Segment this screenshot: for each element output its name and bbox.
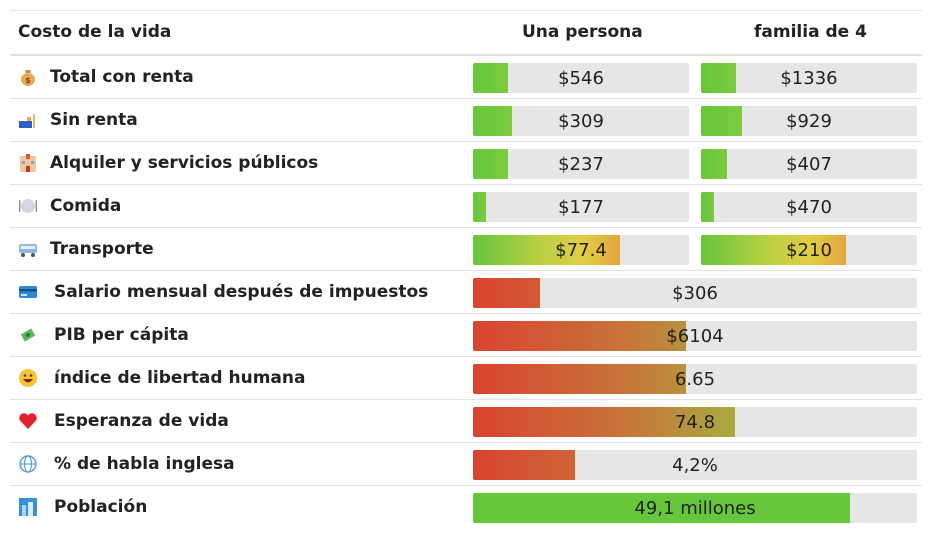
row-label: Esperanza de vida (18, 411, 229, 431)
family-bar-value: $929 (786, 111, 832, 132)
stat-bar-fill (473, 278, 540, 308)
table-row: Transporte $77.4 $210 (10, 228, 922, 271)
family-bar-value: $470 (786, 197, 832, 218)
table-row: Alquiler y servicios públicos $237 $407 (10, 142, 922, 185)
row-label-text: Salario mensual después de impuestos (54, 282, 429, 302)
single-bar-value: $177 (558, 197, 604, 218)
table-row: índice de libertad humana 6.65 (10, 357, 922, 400)
row-label-text: Total con renta (50, 67, 194, 87)
family-bar: $929 (701, 106, 917, 136)
table-row: PIB per cápita $6104 (10, 314, 922, 357)
table-row: $ Total con renta $546 $1336 (10, 56, 922, 99)
row-label-text: Comida (50, 196, 122, 216)
stat-bar-fill (473, 493, 851, 523)
single-bar-value: $237 (558, 154, 604, 175)
svg-text:$: $ (25, 76, 31, 85)
money-wings-icon (18, 325, 38, 345)
stat-bar-value: 74.8 (674, 412, 716, 433)
stat-bar-fill (473, 450, 576, 480)
stat-bar-fill (473, 407, 735, 437)
row-label-text: Sin renta (50, 110, 138, 130)
city-icon (18, 497, 38, 517)
row-label-text: Población (54, 497, 148, 517)
family-bar: $470 (701, 192, 917, 222)
single-bar: $177 (473, 192, 689, 222)
stat-bar: 4,2% (473, 450, 917, 480)
row-label: PIB per cápita (18, 325, 189, 345)
table-row: Esperanza de vida 74.8 (10, 400, 922, 443)
single-bar: $309 (473, 106, 689, 136)
globe-icon (18, 454, 38, 474)
single-bar: $77.4 (473, 235, 689, 265)
family-bar-value: $407 (786, 154, 832, 175)
family-bar: $1336 (701, 63, 917, 93)
stat-bar-fill (473, 364, 687, 394)
cost-of-living-table: Costo de la vida Una persona familia de … (10, 10, 922, 528)
row-label-text: Alquiler y servicios públicos (50, 153, 319, 173)
stat-bar: $6104 (473, 321, 917, 351)
header-title: Costo de la vida (18, 22, 172, 42)
header-family: familia de 4 (754, 22, 867, 42)
family-bar-fill (701, 192, 714, 222)
row-label: Comida (18, 196, 121, 216)
grinning-face-icon (18, 368, 38, 388)
stat-bar-value: $306 (672, 283, 718, 304)
row-label-text: PIB per cápita (54, 325, 189, 345)
table-header: Costo de la vida Una persona familia de … (10, 10, 922, 56)
family-bar-fill (701, 235, 846, 265)
family-bar-fill (701, 63, 736, 93)
single-bar-value: $309 (558, 111, 604, 132)
row-label: Población (18, 497, 147, 517)
bus-icon (18, 239, 38, 259)
table-row: % de habla inglesa 4,2% (10, 443, 922, 486)
row-label: Alquiler y servicios públicos (18, 153, 318, 173)
single-bar-value: $77.4 (555, 240, 607, 261)
table-row: Sin renta $309 $929 (10, 99, 922, 142)
stat-bar: 74.8 (473, 407, 917, 437)
table-row: Salario mensual después de impuestos $30… (10, 271, 922, 314)
row-label: índice de libertad humana (18, 368, 305, 388)
single-bar: $546 (473, 63, 689, 93)
family-bar: $407 (701, 149, 917, 179)
stat-bar-value: 49,1 millones (634, 498, 756, 519)
row-label: Sin renta (18, 110, 138, 130)
header-single: Una persona (522, 22, 643, 42)
row-label-text: Esperanza de vida (54, 411, 229, 431)
single-bar: $237 (473, 149, 689, 179)
family-bar: $210 (701, 235, 917, 265)
credit-card-icon (18, 282, 38, 302)
single-bar-fill (473, 235, 620, 265)
stat-bar: $306 (473, 278, 917, 308)
family-bar-value: $1336 (780, 68, 838, 89)
stat-bar-value: $6104 (666, 326, 724, 347)
family-bar-fill (701, 106, 743, 136)
row-label: Salario mensual después de impuestos (18, 282, 428, 302)
row-label: $ Total con renta (18, 67, 194, 87)
money-bag-icon: $ (18, 67, 38, 87)
single-bar-value: $546 (558, 68, 604, 89)
row-label-text: índice de libertad humana (54, 368, 306, 388)
stat-bar: 6.65 (473, 364, 917, 394)
plate-icon (18, 196, 38, 216)
stat-bar: 49,1 millones (473, 493, 917, 523)
row-label-text: Transporte (50, 239, 154, 259)
family-bar-value: $210 (786, 240, 832, 261)
table-row: Población 49,1 millones (10, 486, 922, 528)
single-bar-fill (473, 192, 486, 222)
table-row: Comida $177 $470 (10, 185, 922, 228)
single-bar-fill (473, 149, 508, 179)
heart-icon (18, 411, 38, 431)
single-bar-fill (473, 106, 512, 136)
row-label-text: % de habla inglesa (54, 454, 235, 474)
stat-bar-value: 6.65 (674, 369, 716, 390)
single-bar-fill (473, 63, 508, 93)
family-bar-fill (701, 149, 727, 179)
couch-lamp-icon (18, 110, 38, 130)
building-icon (18, 153, 38, 173)
row-label: Transporte (18, 239, 154, 259)
stat-bar-value: 4,2% (672, 455, 718, 476)
stat-bar-fill (473, 321, 687, 351)
row-label: % de habla inglesa (18, 454, 235, 474)
